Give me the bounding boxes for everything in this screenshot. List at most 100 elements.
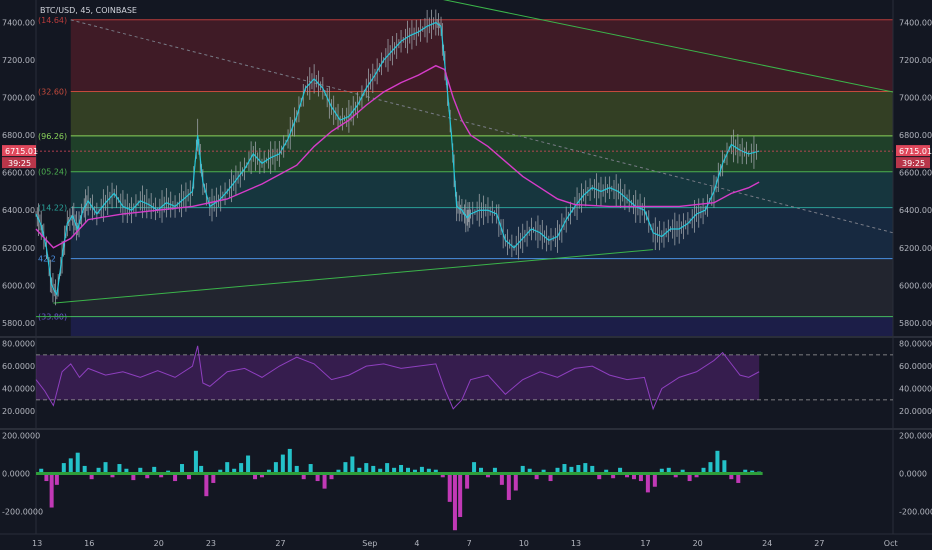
fib-zone-0	[70, 19, 894, 92]
osc-bar	[232, 468, 237, 474]
osc-bar	[364, 463, 369, 474]
osc-bar	[687, 473, 692, 482]
time-tick-label: Oct	[884, 539, 898, 548]
osc-bar	[124, 468, 129, 474]
osc-tick-label-left: -200.0000	[2, 507, 43, 516]
time-tick-label: 13	[32, 539, 42, 548]
osc-bar	[225, 462, 230, 474]
osc-bar	[541, 469, 546, 474]
osc-bar	[548, 473, 553, 482]
osc-bar	[54, 473, 59, 485]
osc-bar	[611, 473, 616, 479]
rsi-band	[36, 354, 760, 400]
osc-bar	[103, 462, 108, 474]
price-tick-label-left: 7000.00	[2, 94, 35, 103]
time-tick-label: 20	[693, 539, 703, 548]
osc-bar	[659, 468, 664, 474]
osc-bar	[452, 473, 457, 531]
osc-bar	[590, 465, 595, 474]
osc-bar	[186, 473, 191, 480]
osc-bar	[618, 467, 623, 474]
osc-bar	[49, 473, 54, 508]
osc-bar	[385, 463, 390, 474]
fib-zone-5	[70, 258, 894, 317]
osc-bar	[472, 462, 477, 474]
osc-bar	[89, 473, 94, 480]
osc-bar	[193, 450, 198, 474]
time-tick-label: 24	[762, 539, 772, 548]
price-tick-label-left: 7400.00	[2, 19, 35, 28]
osc-bar	[513, 473, 518, 491]
osc-bar	[399, 464, 404, 474]
osc-bar	[39, 468, 44, 474]
rsi-tick-label-left: 80.0000	[2, 340, 35, 349]
price-tick-label-right: 6200.00	[899, 244, 932, 253]
osc-bar	[722, 460, 727, 474]
osc-bar	[680, 469, 685, 474]
osc-bar	[555, 467, 560, 474]
fib-zone-1	[70, 91, 894, 136]
fib-label: (96.26)	[38, 132, 67, 141]
osc-bar	[419, 466, 424, 474]
osc-bar	[259, 473, 264, 478]
osc-bar	[694, 473, 699, 478]
osc-bar	[729, 473, 734, 480]
osc-bar	[173, 473, 178, 482]
osc-bar	[145, 473, 150, 479]
osc-bar	[562, 464, 567, 474]
osc-bar	[138, 467, 143, 474]
osc-bar	[440, 473, 445, 478]
time-tick-label: 10	[519, 539, 529, 548]
rsi-tick-label-right: 60.0000	[899, 362, 932, 371]
osc-bar	[527, 468, 532, 474]
fib-label: (14.64)	[38, 16, 67, 25]
last-price-tag-left	[2, 145, 36, 157]
osc-bar	[253, 473, 258, 480]
osc-bar	[301, 473, 306, 480]
ema-line	[35, 64, 760, 249]
rsi-tick-label-right: 80.0000	[899, 340, 932, 349]
symbol-title: BTC/USD, 45, COINBASE	[40, 6, 137, 15]
osc-bar	[371, 465, 376, 474]
osc-bar	[604, 469, 609, 474]
rsi-tick-label-left: 60.0000	[2, 362, 35, 371]
price-tick-label-right: 6800.00	[899, 131, 932, 140]
osc-bar	[131, 473, 136, 481]
price-tick-label-right: 5800.00	[899, 319, 932, 328]
last-price-label-left: 6715.01	[5, 147, 38, 156]
osc-bar	[75, 452, 80, 474]
osc-bar	[159, 473, 164, 478]
osc-bar	[82, 465, 87, 474]
osc-bar	[458, 473, 463, 517]
fib-label: 42.2	[38, 255, 56, 264]
osc-bar	[294, 465, 299, 474]
osc-bar	[315, 473, 320, 482]
osc-bar	[569, 466, 574, 474]
price-tick-label-right: 7400.00	[899, 19, 932, 28]
osc-bar	[357, 467, 362, 474]
osc-bar	[273, 462, 278, 474]
price-tick-label-right: 7000.00	[899, 94, 932, 103]
osc-bar	[534, 473, 539, 480]
osc-bar	[743, 469, 748, 474]
time-tick-label: 16	[84, 539, 94, 548]
trend-line	[442, 0, 894, 93]
price-tick-label-right: 6000.00	[899, 281, 932, 290]
osc-bar	[701, 467, 706, 474]
rsi-tick-label-right: 20.0000	[899, 407, 932, 416]
price-tick-label-right: 6400.00	[899, 206, 932, 215]
price-tick-label-right: 6600.00	[899, 169, 932, 178]
trend-line	[53, 249, 654, 304]
osc-bar	[631, 473, 636, 480]
osc-bar	[433, 469, 438, 474]
osc-bar	[715, 450, 720, 474]
price-tick-label-left: 6200.00	[2, 244, 35, 253]
time-tick-label: 4	[414, 539, 419, 548]
osc-bar	[218, 469, 223, 474]
osc-bar	[322, 473, 327, 489]
price-tick-label-left: 7200.00	[2, 56, 35, 65]
osc-bar	[199, 465, 204, 474]
osc-bar	[152, 466, 157, 474]
time-tick-label: 13	[571, 539, 581, 548]
